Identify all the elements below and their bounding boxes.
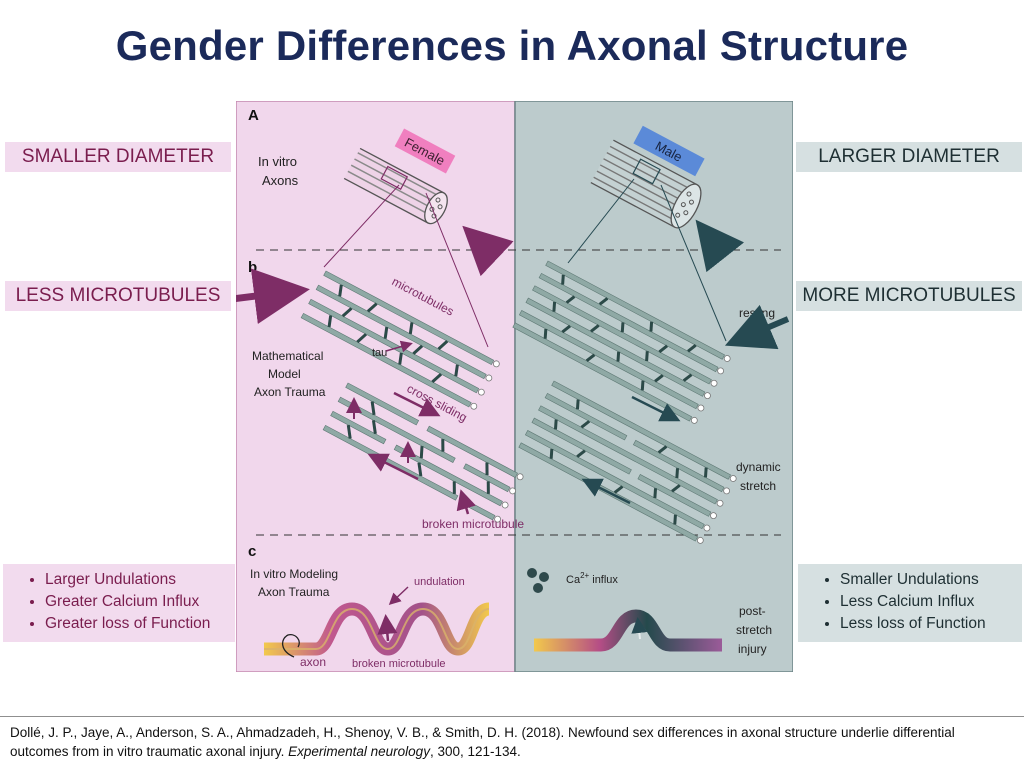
axon-label: axon	[300, 655, 326, 669]
more-microtubules-label: MORE MICROTUBULES	[796, 281, 1022, 311]
female-tag	[394, 128, 456, 174]
resting-label: resting	[739, 306, 775, 320]
panel-letter-b: b	[248, 259, 257, 276]
female-calcium-arrow	[377, 614, 398, 642]
broken-microtubule-pointer	[456, 489, 476, 515]
tau-label: tau	[372, 347, 387, 359]
female-arrow	[462, 225, 514, 277]
post-stretch-label: injury	[738, 642, 767, 656]
less-microtubules-arrow	[236, 268, 310, 324]
citation: Dollé, J. P., Jaye, A., Anderson, S. A.,…	[0, 716, 1024, 761]
zoom-line	[567, 178, 635, 264]
in-vitro-modeling-text: Axon Trauma	[258, 585, 330, 599]
axon-pointer	[282, 634, 300, 658]
male-microtubule-bundle	[512, 260, 731, 424]
male-calcium-arrow	[631, 617, 648, 640]
citation-line-1: Dollé, J. P., Jaye, A., Anderson, S. A.,…	[10, 725, 955, 740]
tau-pointer	[385, 340, 413, 353]
female-effect-item: Greater Calcium Influx	[45, 592, 235, 612]
zoom-line	[660, 184, 727, 342]
male-tag	[633, 125, 705, 177]
calcium-ion-icon	[539, 572, 549, 582]
slide-title: Gender Differences in Axonal Structure	[115, 22, 909, 69]
male-stretched-bundle	[518, 380, 737, 544]
broken-microtubule-label: broken microtubule	[422, 517, 524, 531]
undulation-pointer	[388, 586, 409, 606]
male-arrow	[695, 219, 745, 273]
broken-microtubule-c-label: broken microtubule	[352, 658, 446, 670]
cross-sliding-arrow	[367, 453, 419, 481]
male-axon-cylinder	[590, 139, 702, 229]
citation-line-2: outcomes from in vitro traumatic axonal …	[10, 744, 521, 759]
in-vitro-modeling-text: In vitro Modeling	[250, 567, 338, 581]
calcium-influx-label: Ca2+ influx	[566, 571, 618, 586]
math-model-text: Axon Trauma	[254, 385, 326, 399]
post-stretch-label: stretch	[736, 623, 772, 637]
stretch-arrow	[631, 395, 681, 422]
panel-letter-c: c	[248, 543, 256, 560]
citation-journal: Experimental neurology	[288, 744, 430, 759]
female-effect-item: Larger Undulations	[45, 570, 235, 590]
dynamic-stretch-label: stretch	[740, 479, 776, 493]
math-model-text: Model	[268, 367, 301, 381]
panel-letter-a: A	[248, 107, 259, 124]
in-vitro-axons-text: In vitro	[258, 154, 297, 169]
dynamic-stretch-label: dynamic	[736, 460, 781, 474]
female-effects-list: Larger Undulations Greater Calcium Influ…	[3, 564, 235, 642]
undulation-label: undulation	[414, 576, 465, 588]
female-microtubule-bundle	[300, 270, 500, 410]
female-effect-item: Greater loss of Function	[45, 614, 235, 634]
math-model-text: Mathematical	[252, 349, 323, 363]
male-undulated-axon	[534, 609, 722, 652]
zoom-line	[425, 192, 489, 348]
male-effect-item: Smaller Undulations	[840, 570, 1022, 590]
male-effect-item: Less Calcium Influx	[840, 592, 1022, 612]
male-effect-item: Less loss of Function	[840, 614, 1022, 634]
more-microtubules-arrow	[724, 304, 790, 350]
larger-diameter-label: LARGER DIAMETER	[796, 142, 1022, 172]
smaller-diameter-label: SMALLER DIAMETER	[5, 142, 231, 172]
zoom-line	[323, 184, 400, 268]
in-vitro-axons-text: Axons	[262, 173, 299, 188]
less-microtubules-label: LESS MICROTUBULES	[5, 281, 231, 311]
calcium-ion-icon	[527, 568, 537, 578]
axon-figure: A b c In vitro Axons Female	[236, 101, 793, 672]
female-axon-core	[264, 607, 490, 651]
calcium-ion-icon	[533, 583, 543, 593]
male-effects-list: Smaller Undulations Less Calcium Influx …	[798, 564, 1022, 642]
stretch-arrow	[581, 478, 631, 505]
post-stretch-label: post-	[739, 604, 766, 618]
cross-sliding-arrow	[393, 391, 441, 417]
